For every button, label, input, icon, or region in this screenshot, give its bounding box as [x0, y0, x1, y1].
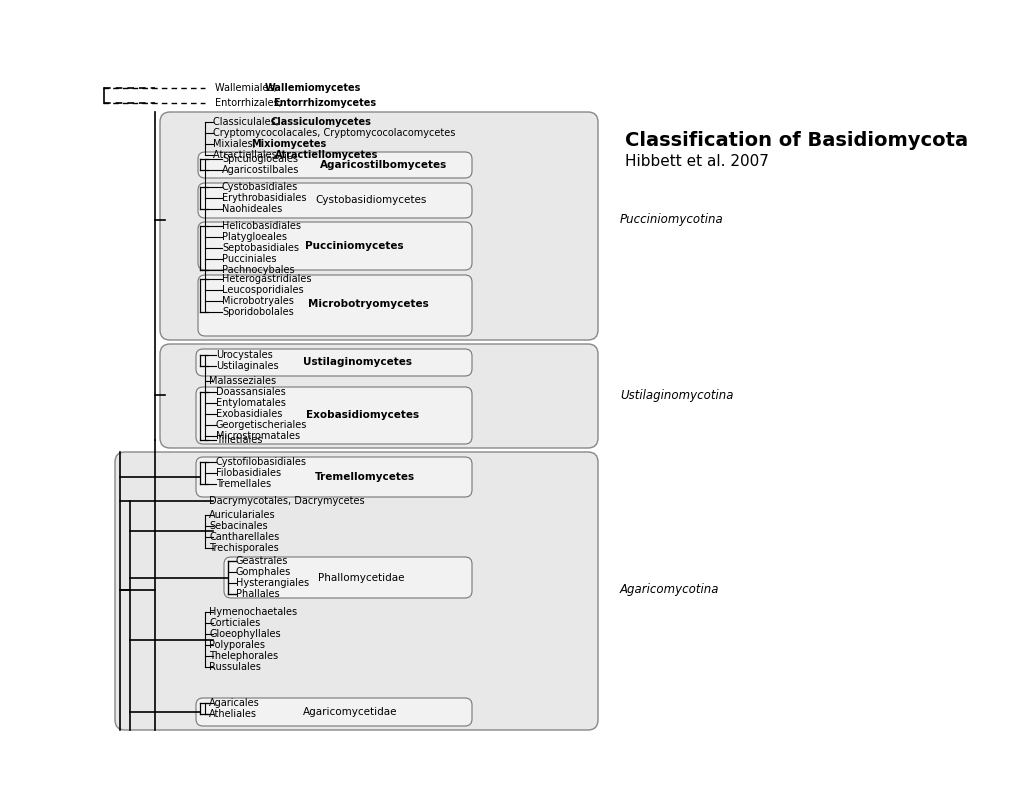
Text: Agaricomycotina: Agaricomycotina [620, 584, 720, 596]
Text: Trechisporales: Trechisporales [209, 543, 279, 553]
Text: Agaricostilbales: Agaricostilbales [222, 165, 299, 175]
FancyBboxPatch shape [160, 344, 598, 448]
FancyBboxPatch shape [196, 457, 472, 497]
Text: Cantharellales: Cantharellales [209, 532, 280, 542]
Text: Cystobasidiomycetes: Cystobasidiomycetes [315, 195, 426, 205]
Text: Microbotryales: Microbotryales [222, 296, 294, 306]
FancyBboxPatch shape [198, 152, 472, 178]
Text: Ustilaginales: Ustilaginales [216, 361, 279, 371]
Text: Mixiomycetes: Mixiomycetes [252, 139, 327, 149]
Text: Cystobasidiales: Cystobasidiales [222, 182, 298, 192]
Text: Ustilaginomycotina: Ustilaginomycotina [620, 388, 733, 402]
Text: Tilletiales: Tilletiales [216, 435, 262, 445]
FancyBboxPatch shape [115, 452, 598, 730]
Text: Geastrales: Geastrales [236, 556, 289, 566]
Text: Entorrhizomycetes: Entorrhizomycetes [272, 98, 376, 108]
Text: Tremellales: Tremellales [216, 479, 271, 489]
Text: Atheliales: Atheliales [209, 709, 257, 719]
Text: Wallemiomycetes: Wallemiomycetes [265, 83, 361, 93]
Text: Helicobasidiales: Helicobasidiales [222, 221, 301, 231]
Text: Agaricomycetidae: Agaricomycetidae [303, 707, 397, 717]
Text: Filobasidiales: Filobasidiales [216, 468, 282, 478]
Text: Ustilaginomycetes: Ustilaginomycetes [303, 357, 412, 367]
Text: Classification of Basidiomycota: Classification of Basidiomycota [625, 131, 968, 149]
Text: Entorrhizales,: Entorrhizales, [215, 98, 285, 108]
Text: Mixiales,: Mixiales, [213, 139, 259, 149]
FancyBboxPatch shape [198, 183, 472, 218]
Text: Heterogastridiales: Heterogastridiales [222, 274, 311, 284]
Text: Pucciniomycotina: Pucciniomycotina [620, 214, 724, 226]
Text: Corticiales: Corticiales [209, 618, 260, 628]
Text: Wallemiales,: Wallemiales, [215, 83, 280, 93]
Text: Tremellomycetes: Tremellomycetes [315, 472, 415, 482]
Text: Cryptomycocolacales, Cryptomycocolacomycetes: Cryptomycocolacales, Cryptomycocolacomyc… [213, 128, 456, 138]
Text: Phallomycetidae: Phallomycetidae [318, 573, 404, 583]
Text: Dacrymycotales, Dacrymycetes: Dacrymycotales, Dacrymycetes [209, 496, 365, 506]
FancyBboxPatch shape [198, 275, 472, 336]
FancyBboxPatch shape [196, 349, 472, 376]
Text: Agaricostilbomycetes: Agaricostilbomycetes [319, 160, 447, 170]
Text: Doassansiales: Doassansiales [216, 387, 286, 397]
Text: Phallales: Phallales [236, 589, 280, 599]
Text: Pachnocybales: Pachnocybales [222, 265, 295, 275]
Text: Spiculogloeales: Spiculogloeales [222, 154, 298, 164]
FancyBboxPatch shape [196, 387, 472, 444]
Text: Classiculomycetes: Classiculomycetes [270, 117, 372, 127]
Text: Georgetischeriales: Georgetischeriales [216, 420, 307, 430]
Text: Entylomatales: Entylomatales [216, 398, 286, 408]
Text: Platygloeales: Platygloeales [222, 232, 287, 242]
Text: Sebacinales: Sebacinales [209, 521, 267, 531]
Text: Agaricales: Agaricales [209, 698, 260, 708]
Text: Naohideales: Naohideales [222, 204, 283, 214]
FancyBboxPatch shape [196, 698, 472, 726]
Text: Gloeophyllales: Gloeophyllales [209, 629, 281, 639]
Text: Atractiellales,: Atractiellales, [213, 150, 283, 160]
Text: Leucosporidiales: Leucosporidiales [222, 285, 304, 295]
Text: Pucciniomycetes: Pucciniomycetes [305, 241, 403, 251]
Text: Polyporales: Polyporales [209, 640, 265, 650]
Text: Exobasidiales: Exobasidiales [216, 409, 283, 419]
Text: Thelephorales: Thelephorales [209, 651, 279, 661]
FancyBboxPatch shape [160, 112, 598, 340]
Text: Septobasidiales: Septobasidiales [222, 243, 299, 253]
FancyBboxPatch shape [224, 557, 472, 598]
Text: Urocystales: Urocystales [216, 350, 272, 360]
FancyBboxPatch shape [198, 222, 472, 270]
Text: Cystofilobasidiales: Cystofilobasidiales [216, 457, 307, 467]
Text: Microbotryomycetes: Microbotryomycetes [308, 299, 429, 309]
Text: Classiculales,: Classiculales, [213, 117, 282, 127]
Text: Exobasidiomycetes: Exobasidiomycetes [306, 410, 419, 420]
Text: Auriculariales: Auriculariales [209, 510, 275, 520]
Text: Atractiellomycetes: Atractiellomycetes [274, 150, 378, 160]
Text: Malasseziales: Malasseziales [209, 376, 276, 386]
Text: Microstromatales: Microstromatales [216, 431, 300, 441]
Text: Gomphales: Gomphales [236, 567, 291, 577]
Text: Pucciniales: Pucciniales [222, 254, 276, 264]
Text: Hysterangiales: Hysterangiales [236, 578, 309, 588]
Text: Hymenochaetales: Hymenochaetales [209, 607, 297, 617]
Text: Hibbett et al. 2007: Hibbett et al. 2007 [625, 154, 769, 169]
Text: Sporidobolales: Sporidobolales [222, 307, 294, 317]
Text: Russulales: Russulales [209, 662, 261, 672]
Text: Erythrobasidiales: Erythrobasidiales [222, 193, 306, 203]
